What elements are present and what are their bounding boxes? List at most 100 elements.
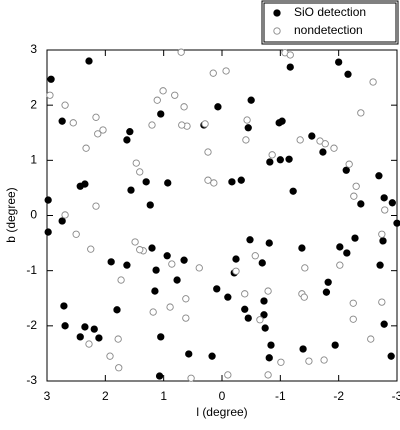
point: [60, 302, 68, 310]
point: [131, 238, 139, 246]
point: [369, 78, 377, 86]
point: [61, 101, 69, 109]
point: [171, 91, 179, 99]
point: [264, 287, 272, 295]
point: [228, 178, 236, 186]
y-tick-label: -1: [26, 263, 37, 277]
point: [72, 230, 80, 238]
point: [204, 176, 212, 184]
y-axis-label: b (degree): [4, 187, 18, 242]
point: [123, 261, 131, 269]
point: [352, 182, 360, 190]
point: [94, 130, 102, 138]
point: [149, 308, 157, 316]
point: [114, 335, 122, 343]
point: [180, 103, 188, 111]
point: [224, 293, 232, 301]
point: [261, 324, 269, 332]
point: [375, 172, 383, 180]
point: [210, 179, 218, 187]
point: [151, 287, 159, 295]
point: [177, 48, 185, 56]
point: [379, 237, 387, 245]
point: [321, 140, 329, 148]
point: [180, 256, 188, 264]
point: [336, 261, 344, 269]
x-tick-label: -1: [275, 389, 286, 403]
point: [222, 67, 230, 75]
x-tick-label: -3: [392, 389, 400, 403]
y-tick-label: 3: [30, 42, 37, 56]
point: [260, 297, 268, 305]
point: [266, 158, 274, 166]
point: [301, 264, 309, 272]
point: [99, 126, 107, 134]
point: [213, 285, 221, 293]
point: [117, 276, 125, 284]
point: [146, 201, 154, 209]
point: [142, 178, 150, 186]
point: [85, 57, 93, 65]
point: [265, 354, 273, 362]
point: [247, 96, 255, 104]
point: [152, 266, 160, 274]
point: [331, 341, 339, 349]
point: [87, 245, 95, 253]
legend-box: [261, 0, 399, 45]
point: [69, 119, 77, 127]
point: [201, 120, 209, 128]
point: [342, 166, 350, 174]
x-axis-label: l (degree): [196, 405, 247, 419]
point: [90, 325, 98, 333]
x-tick-label: 3: [44, 389, 51, 403]
point: [241, 290, 249, 298]
y-tick-label: -3: [26, 373, 37, 387]
point: [286, 51, 294, 59]
point: [209, 69, 217, 77]
point: [256, 316, 264, 324]
point: [242, 136, 250, 144]
point: [258, 259, 266, 267]
point: [178, 121, 186, 129]
point: [208, 352, 216, 360]
point: [82, 144, 90, 152]
point: [187, 374, 195, 382]
point: [163, 252, 171, 260]
point: [268, 151, 276, 159]
point: [157, 110, 165, 118]
point: [308, 132, 316, 140]
y-tick-label: 0: [30, 208, 37, 222]
point: [388, 199, 396, 207]
y-tick-label: 2: [30, 97, 37, 111]
point: [265, 239, 273, 247]
point: [136, 246, 144, 254]
legend-marker: [273, 27, 281, 35]
plot-frame: [46, 49, 398, 382]
point: [224, 371, 232, 379]
point: [350, 192, 358, 200]
point: [286, 63, 294, 71]
point: [378, 230, 386, 238]
point: [243, 116, 251, 124]
point: [136, 168, 144, 176]
point: [336, 243, 344, 251]
point: [148, 121, 156, 129]
point: [357, 109, 365, 117]
point: [275, 119, 283, 127]
point: [322, 288, 331, 296]
point: [81, 323, 89, 331]
point: [61, 322, 69, 330]
point: [106, 352, 114, 360]
point: [349, 299, 357, 307]
point: [113, 306, 121, 314]
point: [132, 159, 140, 167]
point: [380, 194, 388, 202]
point: [251, 252, 259, 260]
point: [44, 196, 52, 204]
point: [58, 217, 66, 225]
point: [380, 320, 388, 328]
point: [367, 335, 375, 343]
point: [289, 187, 297, 195]
point: [264, 371, 272, 379]
